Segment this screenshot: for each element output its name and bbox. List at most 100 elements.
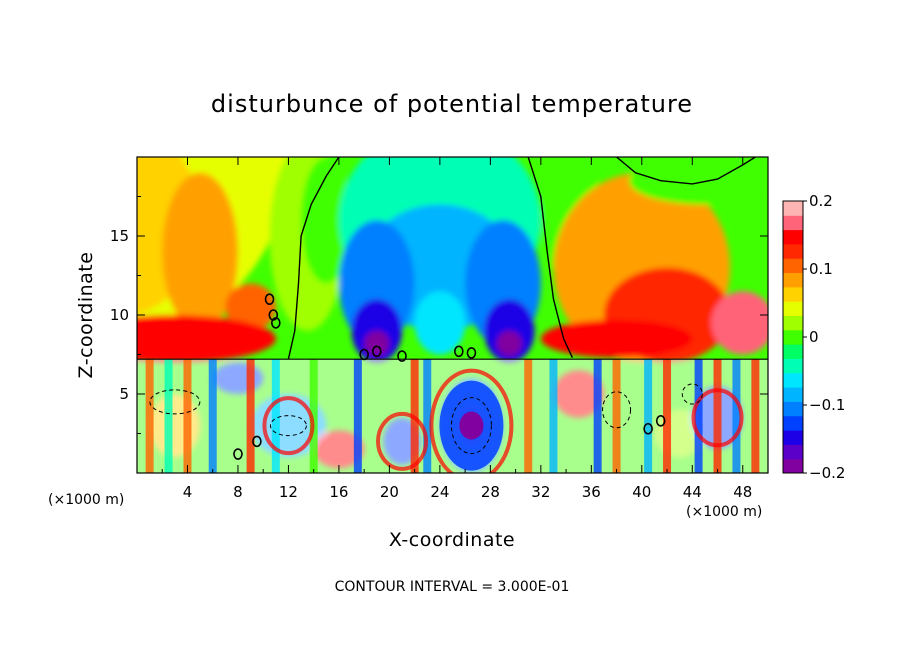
lower-stripe-3: [208, 359, 217, 473]
contour-small-loop-8: [233, 448, 243, 460]
field-blob-6: [301, 157, 352, 284]
lower-stripe-0: [145, 359, 154, 473]
field-blob-4: [137, 315, 276, 363]
lower-turbulent-layer: [137, 359, 768, 473]
lower-stripe-12: [593, 359, 602, 473]
field-blob-3: [225, 283, 276, 331]
colorbar-band-9: [783, 329, 803, 345]
lower-ring-2: [376, 411, 429, 471]
lower-stripe-17: [713, 359, 722, 473]
colorbar-band-13: [783, 272, 803, 288]
lower-stripe-5: [271, 359, 280, 473]
lower-stripe-15: [663, 359, 672, 473]
field-blob-12: [484, 299, 535, 363]
lower-stripe-7: [353, 359, 362, 473]
colorbar-band-14: [783, 258, 803, 274]
colorbar-tick-label-2: 0: [809, 328, 819, 346]
y-tick-label-0: 5: [119, 385, 129, 403]
field-blob-2: [162, 172, 238, 331]
colorbar-band-18: [783, 201, 803, 216]
x-tick-label-8: 36: [582, 483, 601, 501]
field-blobs: [137, 157, 768, 473]
field-blob-15: [414, 291, 466, 355]
contour-negative: [149, 383, 703, 455]
lower-stripe-16: [694, 359, 703, 473]
contour-small-loop-4: [371, 345, 382, 358]
contour-small-loop-11: [655, 415, 666, 427]
x-tick-label-9: 40: [632, 483, 651, 501]
contour-neg-4: [681, 383, 703, 405]
colorbar-tick-label-0: 0.2: [809, 192, 833, 210]
colorbar-tick-label-1: 0.1: [809, 260, 833, 278]
x-tick-label-3: 16: [329, 483, 348, 501]
contour-small-loop-5: [397, 350, 407, 362]
lower-stripe-19: [751, 359, 760, 473]
contour-zero-right: [527, 157, 574, 358]
y-tick-label-2: 15: [110, 227, 129, 245]
colorbar-band-11: [783, 301, 803, 317]
colorbar-band-15: [783, 243, 803, 259]
colorbar-band-1: [783, 444, 803, 460]
y-axis: 5 10 15: [110, 196, 768, 434]
field-blob-13: [364, 330, 390, 357]
field-blob-20: [629, 157, 768, 205]
colorbar-band-6: [783, 372, 803, 388]
colorbar-tick-label-4: −0.2: [809, 464, 845, 482]
colorbar-band-7: [783, 358, 803, 374]
colorbar: 0.2 0.1 0 −0.1 −0.2: [782, 192, 845, 482]
x-axis-title: X-coordinate: [389, 529, 515, 551]
x-unit-right: (×1000 m): [686, 504, 762, 520]
x-tick-label-5: 24: [430, 483, 449, 501]
field-blob-19: [711, 291, 768, 355]
contour-neg-3: [602, 391, 632, 429]
y-tick-label-1: 10: [110, 306, 129, 324]
x-tick-label-4: 20: [380, 483, 399, 501]
lower-ring-0: [429, 368, 514, 473]
chart-title: disturbunce of potential temperature: [211, 90, 693, 118]
contour-neg-0: [149, 389, 201, 415]
colorbar-band-17: [783, 215, 803, 231]
lower-stripe-13: [612, 359, 621, 473]
colorbar-tick-label-3: −0.1: [809, 396, 845, 414]
lower-stripe-1: [164, 359, 173, 473]
lower-vortex-center: [459, 411, 484, 440]
lower-stripe-11: [549, 359, 558, 473]
lower-stripe-18: [732, 359, 741, 473]
lower-stripe-4: [246, 359, 255, 473]
colorbar-band-12: [783, 286, 803, 302]
contour-small-loop-10: [643, 422, 653, 435]
colorbar-band-16: [783, 229, 803, 245]
contour-zero-left: [287, 157, 340, 360]
heatmap-field: [137, 157, 768, 473]
contour-neg-2: [269, 415, 307, 437]
colorbar-band-4: [783, 401, 803, 417]
field-blob-14: [496, 330, 522, 357]
colorbar-band-10: [783, 315, 803, 331]
colorbar-band-3: [783, 415, 803, 431]
field-blob-21: [540, 319, 693, 358]
contour-small-loop-6: [454, 345, 464, 358]
x-axis: 4 8 12 16 20 24 28 32 36 40 44 48: [161, 157, 752, 501]
lower-ring-1: [262, 396, 315, 456]
x-tick-label-1: 8: [233, 483, 243, 501]
lower-stripe-14: [644, 359, 653, 473]
lower-stripe-2: [183, 359, 192, 473]
lower-stripe-10: [524, 359, 533, 473]
colorbar-band-0: [783, 458, 803, 474]
field-blob-11: [351, 299, 403, 363]
lower-stripe-9: [423, 359, 432, 473]
colorbar-band-8: [783, 344, 803, 359]
x-unit-left: (×1000 m): [48, 492, 124, 508]
x-tick-label-2: 12: [279, 483, 298, 501]
contour-small-loop-3: [359, 348, 369, 361]
contour-small-loop-9: [252, 435, 262, 448]
lower-ring-3: [691, 388, 744, 448]
y-axis-title: Z-coordinate: [75, 252, 97, 379]
x-tick-label-10: 44: [683, 483, 702, 501]
x-tick-label-7: 32: [531, 483, 550, 501]
contour-small-loop-1: [268, 309, 279, 321]
contour-neg-1: [450, 397, 492, 455]
contour-small-loop-2: [271, 317, 281, 329]
